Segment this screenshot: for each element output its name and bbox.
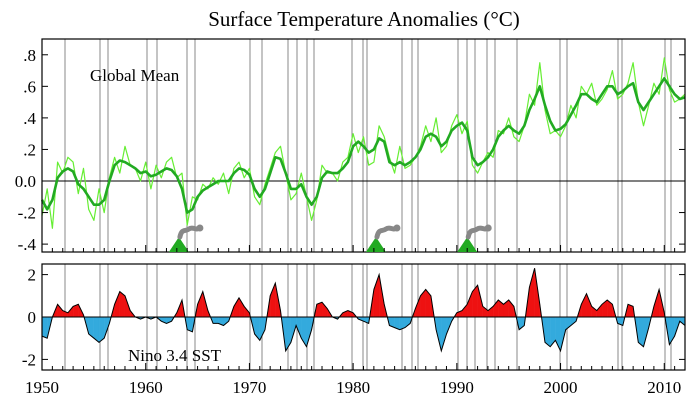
nino-area-segment bbox=[41, 316, 48, 339]
y-tick-label: 2 bbox=[28, 266, 37, 285]
nino-area-segment bbox=[461, 303, 468, 318]
bottom-y-axis: -2 0 2 bbox=[22, 266, 685, 369]
y-tick-label: -2 bbox=[22, 350, 36, 369]
nino-area-segment bbox=[197, 291, 203, 318]
volcano-marker bbox=[168, 224, 204, 252]
nino-area-segment bbox=[550, 316, 556, 348]
nino-plot bbox=[41, 268, 686, 353]
volcano-icon bbox=[457, 237, 478, 252]
x-tick-label: 1980 bbox=[336, 378, 370, 397]
y-tick-label: 0 bbox=[28, 308, 37, 327]
nino-area-segment bbox=[596, 303, 603, 318]
y-tick-label: .8 bbox=[23, 46, 36, 65]
volcano-markers bbox=[168, 224, 492, 252]
global-mean-label: Global Mean bbox=[90, 66, 180, 85]
nino-series-line bbox=[41, 268, 686, 353]
x-tick-label: 2010 bbox=[647, 378, 681, 397]
x-tick-label: 1970 bbox=[232, 378, 266, 397]
nino-area-segment bbox=[581, 293, 587, 318]
nino-area-segment bbox=[467, 291, 473, 318]
x-axis: 1950 1960 1970 1980 1990 2000 2010 bbox=[25, 245, 686, 397]
plume-puff bbox=[484, 224, 492, 232]
event-gridlines bbox=[64, 39, 672, 252]
plume-icon bbox=[374, 225, 399, 240]
x-tick-label: 1960 bbox=[129, 378, 163, 397]
nino-area-segment bbox=[238, 297, 245, 318]
volcano-marker bbox=[457, 224, 492, 252]
plume-puff bbox=[393, 224, 401, 232]
volcano-icon bbox=[168, 237, 189, 252]
global-mean-plot bbox=[40, 57, 686, 229]
nino-area-segment bbox=[114, 291, 120, 318]
x-tick-label: 1950 bbox=[25, 378, 59, 397]
nino-area-segment bbox=[425, 289, 432, 318]
y-tick-label: .6 bbox=[23, 77, 36, 96]
x-tick-label: 1990 bbox=[440, 378, 474, 397]
plume-icon bbox=[177, 225, 202, 240]
nino-area-segment bbox=[529, 268, 535, 318]
y-tick-label: 0.0 bbox=[15, 172, 36, 191]
nino-area-segment bbox=[441, 316, 447, 351]
nino-area-segment bbox=[321, 301, 328, 318]
plume-icon bbox=[465, 225, 490, 240]
nino-area-segment bbox=[233, 297, 240, 318]
y-tick-label: .4 bbox=[23, 109, 36, 128]
nino-label: Nino 3.4 SST bbox=[128, 346, 222, 365]
nino-area-segment bbox=[420, 289, 426, 318]
y-tick-label: -.2 bbox=[18, 204, 36, 223]
nino-area-segment bbox=[638, 316, 644, 347]
x-tick-label: 2000 bbox=[544, 378, 578, 397]
y-tick-label: -.4 bbox=[18, 235, 37, 254]
nino-area-segment bbox=[212, 316, 219, 324]
y-tick-label: .2 bbox=[23, 140, 36, 159]
nino-area-segment bbox=[544, 316, 551, 347]
nino-area-segment bbox=[57, 303, 63, 318]
volcano-marker bbox=[365, 224, 401, 252]
plume-puff bbox=[196, 224, 204, 232]
volcano-icon bbox=[365, 237, 386, 252]
chart-title: Surface Temperature Anomalies (°C) bbox=[208, 7, 520, 31]
top-y-axis: -.4 -.2 0.0 .2 .4 .6 .8 bbox=[15, 46, 685, 254]
